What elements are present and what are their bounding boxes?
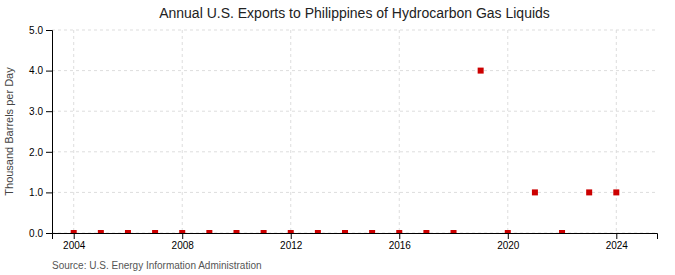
- tick-mark: [46, 111, 52, 112]
- tick-mark: [182, 233, 183, 239]
- point: [451, 230, 457, 233]
- point: [505, 230, 511, 233]
- tick: 3.0: [29, 106, 52, 117]
- tick-label: 5.0: [29, 25, 43, 36]
- tick-mark: [399, 233, 400, 239]
- axis-line: [53, 234, 658, 240]
- tick-mark: [46, 192, 52, 193]
- tick-label: 4.0: [29, 65, 43, 76]
- point: [152, 230, 158, 233]
- grid-line: [399, 30, 400, 233]
- point: [613, 189, 619, 195]
- tick-label: 3.0: [29, 106, 43, 117]
- tick: 2024: [606, 233, 629, 251]
- tick-label: 2020: [497, 240, 520, 251]
- axis-line: [46, 31, 53, 234]
- tick: 2016: [389, 233, 412, 251]
- point: [206, 230, 212, 233]
- tick-mark: [616, 233, 617, 239]
- grid-line: [507, 30, 508, 233]
- grid-line: [616, 30, 617, 233]
- plot-area: 2004 2008 2012 2016 2020 2024 0.0 1.0 2.0 3.0 4.0 5…: [29, 25, 657, 251]
- point: [423, 230, 429, 233]
- point: [369, 230, 375, 233]
- tick-label: 2016: [389, 240, 412, 251]
- tick: 1.0: [29, 187, 52, 198]
- y-axis-title: Thousand Barrels per Day: [3, 67, 15, 196]
- tick-label: 2004: [63, 240, 86, 251]
- tick-mark: [46, 233, 52, 234]
- tick: 4.0: [29, 65, 52, 76]
- point: [288, 230, 294, 233]
- tick: 2004: [63, 233, 86, 251]
- tick: 2012: [280, 233, 303, 251]
- grid-line: [290, 30, 291, 233]
- grid-line: [73, 30, 74, 233]
- point: [179, 230, 185, 233]
- tick-label: 2008: [172, 240, 195, 251]
- point: [532, 189, 538, 195]
- tick-label: 2024: [606, 240, 629, 251]
- tick: 5.0: [29, 25, 52, 36]
- tick-mark: [46, 152, 52, 153]
- grid-line: [52, 151, 657, 152]
- grid-line: [52, 70, 657, 71]
- title: Annual U.S. Exports to Philippines of Hy…: [159, 5, 550, 21]
- tick-mark: [46, 30, 52, 31]
- tick: 0.0: [29, 228, 52, 239]
- tick-mark: [46, 71, 52, 72]
- tick-label: 2.0: [29, 147, 43, 158]
- grid: [52, 30, 657, 233]
- grid-line: [182, 30, 183, 233]
- points: [71, 68, 620, 233]
- point: [71, 230, 77, 233]
- point: [342, 230, 348, 233]
- x-axis: 2004 2008 2012 2016 2020 2024: [53, 233, 658, 251]
- grid-line: [52, 192, 657, 193]
- tick-label: 2012: [280, 240, 303, 251]
- tick-label: 0.0: [29, 228, 43, 239]
- tick: 2020: [497, 233, 520, 251]
- point: [98, 230, 104, 233]
- grid-line: [52, 111, 657, 112]
- source-note: Source: U.S. Energy Information Administ…: [52, 260, 262, 271]
- point: [478, 68, 484, 74]
- point: [315, 230, 321, 233]
- tick-mark: [74, 233, 75, 239]
- tick: 2.0: [29, 147, 52, 158]
- tick-mark: [508, 233, 509, 239]
- tick: 2008: [172, 233, 195, 251]
- point: [125, 230, 131, 233]
- point: [233, 230, 239, 233]
- y-axis: 0.0 1.0 2.0 3.0 4.0 5.0: [29, 25, 52, 239]
- point: [396, 230, 402, 233]
- grid-line: [52, 30, 657, 31]
- chart: 2004 2008 2012 2016 2020 2024 0.0 1.0 2.0 3.0 4.0 5…: [0, 0, 675, 275]
- tick-mark: [291, 233, 292, 239]
- tick-label: 1.0: [29, 187, 43, 198]
- point: [586, 189, 592, 195]
- point: [261, 230, 267, 233]
- point: [559, 230, 565, 233]
